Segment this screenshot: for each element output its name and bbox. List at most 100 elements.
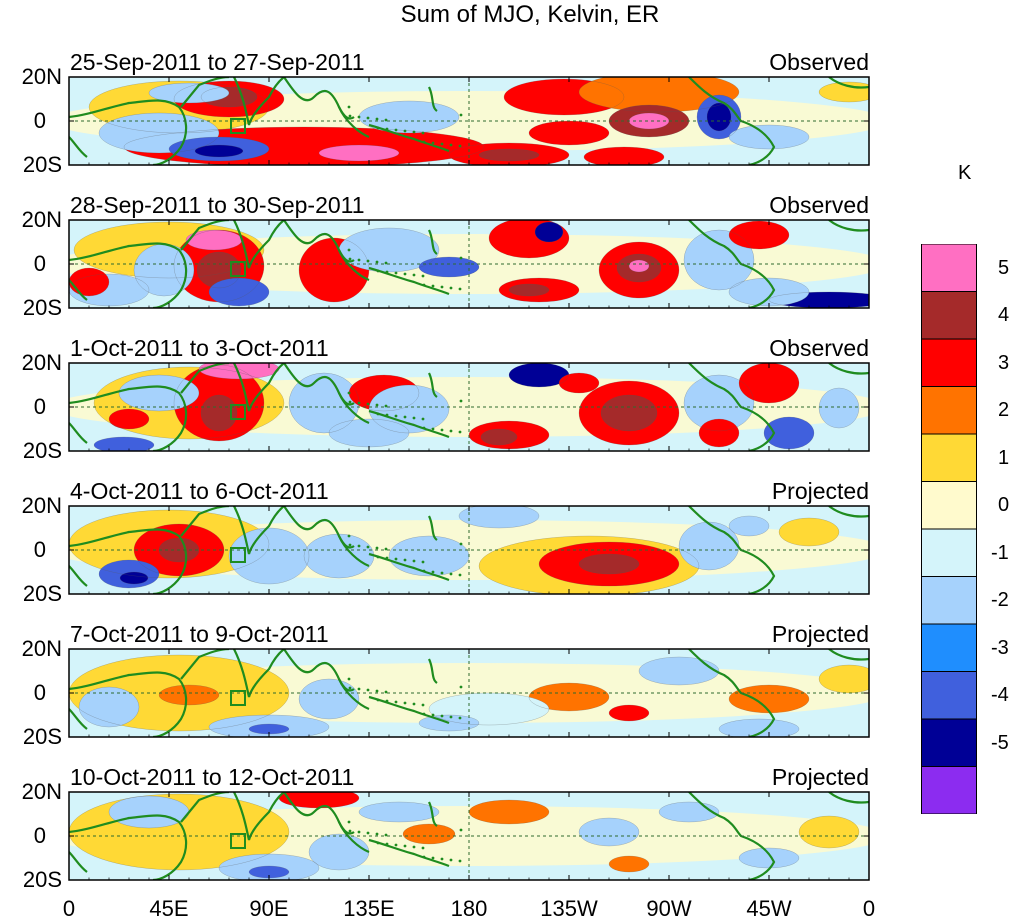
anomaly-contour (509, 363, 569, 387)
anomaly-contour (109, 409, 149, 429)
coastline (283, 363, 355, 406)
colorbar-swatch (921, 244, 977, 292)
anomaly-contour (195, 145, 243, 157)
coastline (828, 506, 869, 518)
longitude-label: 45E (149, 896, 189, 921)
map-panel (68, 362, 870, 452)
figure-title: Sum of MJO, Kelvin, ER (400, 1, 660, 28)
panel-status: Projected (771, 478, 869, 504)
colorbar-swatch (921, 338, 977, 387)
latitude-label: 0 (33, 394, 46, 419)
coastline (233, 792, 285, 841)
panel-date-range: 10-Oct-2011 to 12-Oct-2011 (70, 764, 355, 790)
colorbar-swatch (921, 291, 977, 340)
colorbar-unit: K (958, 162, 972, 184)
coastline (337, 249, 450, 296)
latitude-label: 0 (33, 108, 46, 133)
anomaly-contour (639, 657, 719, 685)
coastline (233, 220, 285, 269)
anomaly-contour (359, 802, 439, 822)
panel-status: Observed (769, 335, 869, 361)
anomaly-contour (684, 375, 754, 431)
colorbar-tick-label: 4 (998, 304, 1010, 327)
coastline (828, 77, 869, 89)
anomaly-contour (389, 536, 469, 576)
coastline (427, 229, 438, 255)
panel-date-range: 4-Oct-2011 to 6-Oct-2011 (70, 478, 329, 504)
region-box (230, 547, 246, 563)
coastline (233, 506, 285, 555)
latitude-label: 20S (22, 867, 62, 892)
anomaly-contour (629, 113, 669, 129)
latitude-label: 20N (21, 64, 62, 89)
coastline (69, 708, 88, 730)
latitude-label: 20S (22, 581, 62, 606)
anomaly-contour (359, 101, 459, 133)
anomaly-contour (584, 147, 664, 165)
coastline (69, 136, 88, 158)
coastline (283, 220, 355, 263)
anomaly-contour (69, 268, 109, 296)
anomaly-contour (201, 395, 237, 431)
latitude-label: 0 (33, 537, 46, 562)
coastline (337, 821, 450, 868)
anomaly-contour (479, 149, 539, 161)
anomaly-contour (249, 724, 289, 734)
anomaly-contour (159, 685, 219, 705)
coastline (283, 792, 355, 835)
anomaly-contour (764, 417, 814, 449)
colorbar-tick-label: 5 (998, 256, 1010, 279)
anomaly-contour (609, 856, 649, 872)
region-box (230, 261, 246, 277)
colorbar-swatch (921, 623, 977, 672)
anomaly-contour (289, 373, 359, 433)
colorbar-swatch (921, 718, 977, 767)
panel-date-range: 25-Sep-2011 to 27-Sep-2011 (70, 49, 365, 75)
anomaly-contour (403, 824, 455, 844)
longitude-label: 0 (62, 896, 76, 921)
latitude-label: 20N (21, 207, 62, 232)
coastline (337, 678, 450, 725)
colorbar-tick-label: -3 (991, 636, 1009, 659)
coastline (69, 814, 188, 880)
coastline (69, 385, 188, 451)
longitude-label: 135E (343, 896, 395, 921)
coastline (69, 851, 88, 873)
panel-date-range: 1-Oct-2011 to 3-Oct-2011 (70, 335, 329, 361)
coastline (427, 515, 438, 541)
coastline (69, 242, 188, 308)
region-box (230, 118, 246, 134)
coastline (427, 658, 438, 684)
anomaly-contour (679, 522, 739, 570)
coastline (69, 528, 188, 594)
anomaly-contour (729, 125, 809, 149)
colorbar-swatch (921, 671, 977, 720)
anomaly-contour (799, 816, 859, 848)
longitude-label: 90W (646, 896, 692, 921)
latitude-label: 20N (21, 636, 62, 661)
latitude-label: 0 (33, 823, 46, 848)
anomaly-contour (601, 395, 657, 431)
longitude-label: 180 (450, 896, 488, 921)
anomaly-contour (249, 866, 289, 878)
colorbar-swatch (921, 528, 977, 577)
coastline (337, 106, 450, 153)
colorbar-swatch (921, 386, 977, 435)
anomaly-contour (279, 792, 359, 808)
map-panel (68, 648, 870, 738)
panel-status: Projected (771, 764, 869, 790)
anomaly-contour (329, 419, 409, 447)
anomaly-contour (609, 705, 649, 721)
colorbar-tick-label: 1 (998, 446, 1010, 469)
longitude-label: 0 (862, 896, 876, 921)
anomaly-contour (339, 228, 439, 272)
coastline (233, 77, 285, 126)
anomaly-contour (739, 363, 799, 403)
anomaly-contour (309, 834, 369, 870)
latitude-label: 20N (21, 779, 62, 804)
colorbar-tick-label: 0 (998, 494, 1010, 517)
anomaly-contour (94, 437, 154, 451)
colorbar-swatch (921, 481, 977, 530)
anomaly-contour (719, 719, 799, 737)
